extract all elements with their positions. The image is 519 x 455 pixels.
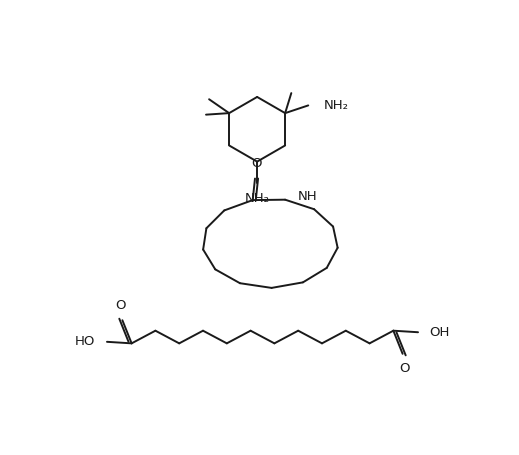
Text: NH₂: NH₂ <box>324 99 349 112</box>
Text: HO: HO <box>75 335 95 349</box>
Text: O: O <box>251 157 262 170</box>
Text: OH: OH <box>430 326 450 339</box>
Text: NH₂: NH₂ <box>244 192 270 205</box>
Text: NH: NH <box>297 190 317 203</box>
Text: O: O <box>116 299 126 312</box>
Text: O: O <box>399 362 409 375</box>
